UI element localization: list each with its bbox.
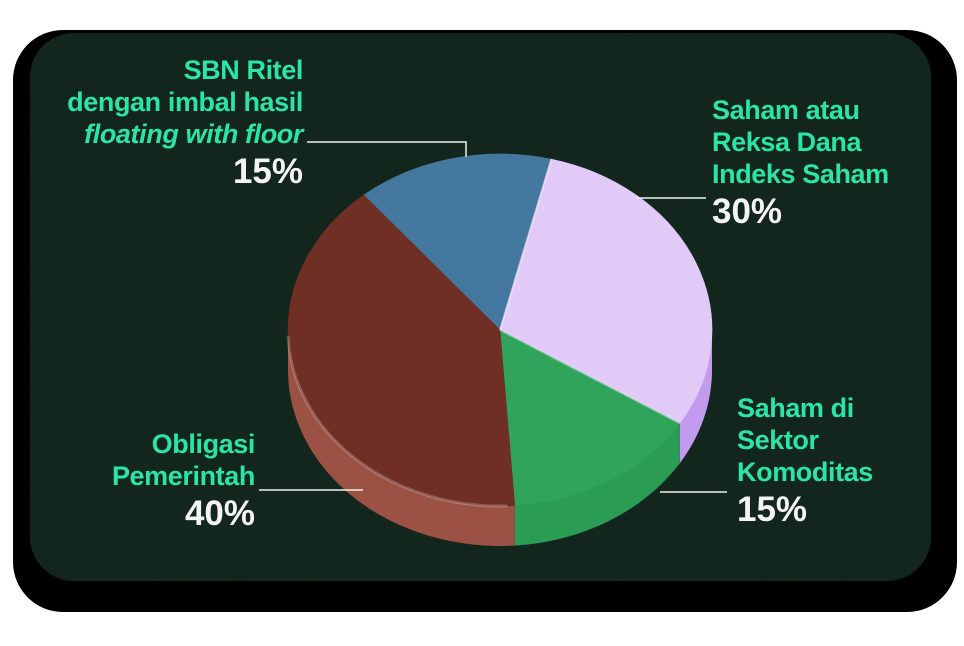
- label-line: dengan imbal hasil: [67, 87, 303, 117]
- label-line: Saham di: [737, 393, 854, 423]
- pie-slice-side-saham-sektor-komoditas: [514, 423, 680, 546]
- pie-rim-highlight: [286, 336, 508, 508]
- pie-slice-top-saham-sektor-komoditas: [499, 329, 681, 506]
- percent-value: 15%: [232, 152, 303, 191]
- label-reksa-dana: Saham atau Reksa Dana Indeks Saham 30%: [712, 94, 889, 231]
- label-line: SBN Ritel: [183, 55, 304, 85]
- percent-value: 15%: [737, 490, 808, 529]
- label-line: floating with floor: [84, 119, 303, 149]
- connector-line-sbn: [307, 141, 467, 157]
- label-line: Reksa Dana: [712, 127, 862, 157]
- pie-slice-side-reksa-dana-indeks-saham: [679, 330, 712, 464]
- pie-slice-top-sbn-ritel: [363, 153, 552, 331]
- label-line: Pemerintah: [111, 461, 255, 491]
- pie-edge-highlight: [499, 329, 681, 425]
- pie-slice-side-obligasi-pemerintah: [288, 330, 515, 546]
- pie-edge-highlight: [499, 158, 553, 331]
- label-line: Komoditas: [737, 457, 873, 487]
- percent-value: 30%: [712, 192, 783, 231]
- label-sbn-ritel: SBN Ritel dengan imbal hasil floating wi…: [67, 54, 303, 191]
- label-saham-komoditas: Saham di Sektor Komoditas 15%: [737, 392, 873, 529]
- label-obligasi-pemerintah: Obligasi Pemerintah 40%: [112, 428, 255, 533]
- label-line: Obligasi: [151, 429, 256, 459]
- label-line: Saham atau: [712, 95, 860, 125]
- label-line: Sektor: [737, 425, 819, 455]
- label-line: Indeks Saham: [712, 159, 889, 189]
- pie-slice-top-obligasi-pemerintah: [287, 194, 516, 507]
- percent-value: 40%: [184, 494, 255, 533]
